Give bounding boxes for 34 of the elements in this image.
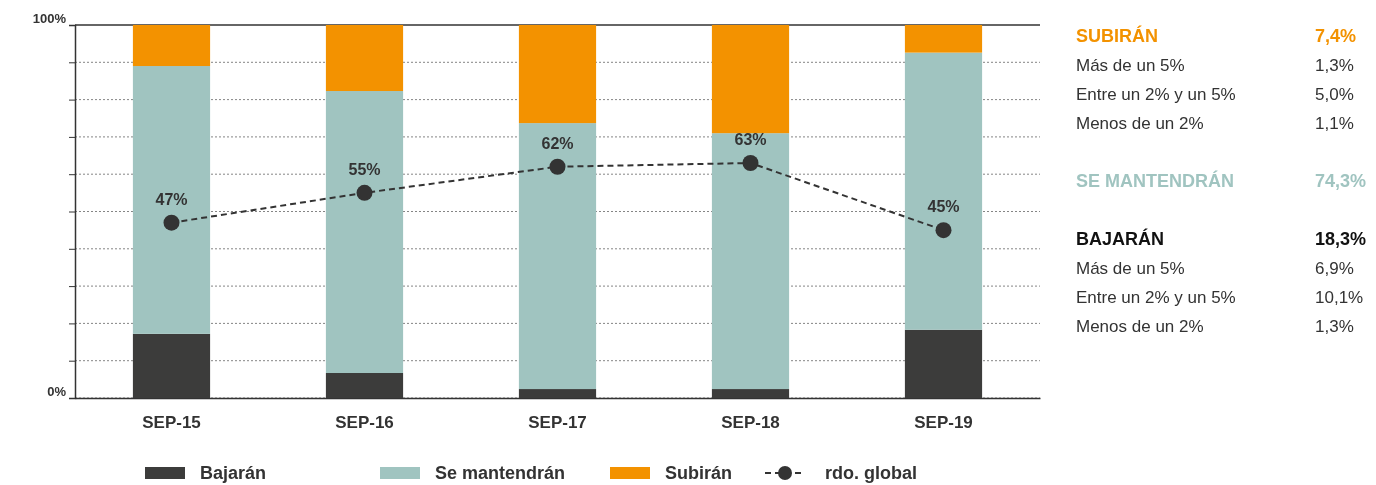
text: 18,3% xyxy=(1315,229,1367,249)
category-label: Entre un 2% y un 5% xyxy=(1076,85,1236,104)
text: 10,1% xyxy=(1315,288,1364,307)
category-label: BAJARÁN xyxy=(1076,228,1165,249)
text: 5,0% xyxy=(1315,85,1354,104)
x-tick-label: SEP-15 xyxy=(142,413,201,433)
category-label: Entre un 2% y un 5% xyxy=(1076,288,1236,307)
text: 6,9% xyxy=(1315,259,1354,278)
text: 7,4% xyxy=(1315,26,1357,46)
category-label: SUBIRÁN xyxy=(1076,25,1159,46)
legend-label: Se mantendrán xyxy=(435,463,566,483)
text: 1,3% xyxy=(1315,56,1354,75)
text: 74,3% xyxy=(1315,171,1367,191)
category-label: SE MANTENDRÁN xyxy=(1076,170,1235,191)
data-label: 62% xyxy=(541,134,574,152)
data-label: 45% xyxy=(927,198,960,216)
x-tick-label: SEP-18 xyxy=(721,413,780,433)
category-label: Más de un 5% xyxy=(1076,259,1185,278)
legend-label: Bajarán xyxy=(200,463,267,483)
x-tick-label: SEP-17 xyxy=(528,413,587,433)
category-label: Más de un 5% xyxy=(1076,56,1185,75)
y-tick-label: 0% xyxy=(47,383,67,399)
legend-label: Subirán xyxy=(665,463,733,483)
text: 1,1% xyxy=(1315,114,1354,133)
legend-label: rdo. global xyxy=(825,463,917,483)
x-tick-label: SEP-19 xyxy=(914,413,973,433)
data-label: 47% xyxy=(155,190,188,208)
category-label: Menos de un 2% xyxy=(1076,114,1204,133)
data-label: 63% xyxy=(734,131,767,149)
y-tick-label: 100% xyxy=(32,10,67,26)
category-label: Menos de un 2% xyxy=(1076,317,1204,336)
x-tick-label: SEP-16 xyxy=(335,413,394,433)
data-label: 55% xyxy=(348,160,381,178)
text: 1,3% xyxy=(1315,317,1354,336)
